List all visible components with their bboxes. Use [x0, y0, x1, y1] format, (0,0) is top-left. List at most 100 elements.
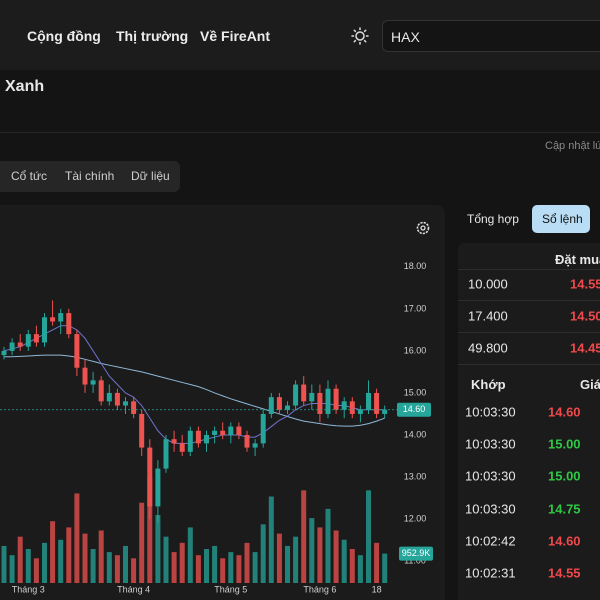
volume-bar: [42, 542, 47, 583]
volume-bar: [252, 552, 258, 583]
candle-body: [82, 367, 88, 385]
candle-body: [131, 401, 137, 414]
candle-body: [228, 426, 234, 435]
panel-tab-label: Tổng hợp: [467, 212, 519, 226]
volume-bar: [25, 549, 31, 583]
candle-body: [333, 388, 339, 410]
candle-body: [276, 397, 282, 410]
y-tick-label: 18.00: [404, 261, 427, 271]
volume-bar: [276, 533, 282, 583]
volume-bar: [382, 553, 388, 583]
tab[interactable]: Cổ tức: [11, 169, 48, 183]
volume-bar: [374, 542, 380, 583]
book-header: Đặt mua: [555, 252, 600, 267]
volume-bar: [301, 490, 307, 583]
candle-body: [268, 397, 274, 414]
volume-bar: [131, 558, 137, 583]
candle-body: [349, 401, 355, 414]
y-tick-label: 14.00: [404, 429, 427, 439]
nav-bar: Cộng đồng Thị trường Về FireAnt HAX: [0, 0, 600, 70]
volume-bar: [228, 552, 234, 583]
candle-body: [123, 401, 128, 406]
candle-body: [357, 409, 363, 414]
search-box[interactable]: HAX: [382, 20, 600, 52]
volume-bar: [171, 552, 177, 583]
volume-bar: [366, 490, 371, 583]
trades-header: Giá: [580, 377, 600, 392]
volume-bar: [309, 518, 315, 583]
candle-body: [301, 384, 307, 402]
trade-price: 15.00: [548, 436, 581, 452]
volume-bar: [50, 521, 56, 583]
trade-price: 14.75: [548, 501, 581, 517]
panel-tab-active[interactable]: Sổ lệnh: [532, 205, 590, 233]
separator: [458, 332, 600, 333]
trade-time: 10:03:30: [465, 501, 516, 517]
book-price: 14.45: [570, 340, 600, 356]
volume-bar: [74, 493, 80, 583]
trade-price: 15.00: [548, 468, 581, 484]
y-tick-label: 17.00: [404, 303, 427, 313]
volume-bar: [9, 555, 15, 583]
volume-bar: [33, 558, 39, 583]
nav-link[interactable]: Thị trường: [116, 28, 189, 44]
nav-link[interactable]: Về FireAnt: [200, 28, 271, 44]
candle-body: [252, 443, 258, 448]
candle-body: [374, 392, 380, 414]
candle-body: [155, 468, 161, 507]
volume-bar: [268, 496, 274, 583]
price-badge: [397, 402, 431, 417]
tab[interactable]: Dữ liệu: [131, 169, 170, 183]
candle-body: [260, 413, 266, 444]
trades-header: Khớp: [471, 377, 506, 392]
candle-body: [139, 413, 145, 448]
tab[interactable]: Tài chính: [65, 169, 115, 183]
candle-body: [204, 434, 209, 444]
volume-bar: [82, 533, 88, 583]
settings-icon[interactable]: [416, 221, 430, 235]
volume-bar: [66, 527, 72, 583]
volume-bar: [1, 545, 7, 583]
candle-body: [382, 409, 388, 414]
book-price: 14.50: [570, 308, 600, 324]
candle-body: [25, 334, 31, 347]
x-tick-label: 18: [372, 584, 382, 594]
volume-bar: [58, 539, 64, 583]
volume-bar: [106, 552, 112, 583]
volume-bar: [285, 545, 290, 583]
candle-body: [317, 392, 323, 414]
candle-body: [9, 342, 15, 351]
candle-body: [106, 392, 112, 402]
y-tick-label: 16.00: [404, 345, 427, 355]
theme-toggle[interactable]: [351, 27, 369, 45]
price-badge-label: 14.60: [403, 404, 426, 414]
candle-body: [236, 426, 242, 435]
volume-bar: [333, 530, 339, 583]
y-tick-label: 13.00: [404, 471, 427, 481]
candle-body: [220, 430, 226, 435]
candle-body: [285, 405, 290, 410]
volume-bar: [187, 527, 193, 583]
volume-bar: [325, 508, 331, 583]
volume-bar: [147, 478, 153, 583]
volume-bar: [90, 549, 96, 583]
candle-body: [33, 334, 39, 343]
volume-bar: [163, 536, 169, 583]
book-quantity: 10.000: [468, 276, 508, 292]
candle-body: [42, 317, 47, 343]
trade-price: 14.60: [548, 533, 581, 549]
x-tick-label: Tháng 4: [117, 584, 150, 594]
separator: [458, 364, 600, 365]
panel-tab-label: Sổ lệnh: [542, 212, 583, 226]
panel-tab[interactable]: Tổng hợp: [458, 205, 528, 233]
volume-bar: [220, 558, 226, 583]
candle-body: [50, 317, 56, 322]
candle-body: [147, 447, 153, 507]
trade-time: 10:03:30: [465, 468, 516, 484]
tab-bar: Cổ tức Tài chính Dữ liệu: [0, 161, 180, 192]
search-text: HAX: [391, 29, 420, 45]
nav-link[interactable]: Cộng đồng: [27, 28, 101, 44]
candle-body: [195, 430, 201, 444]
x-tick-label: Tháng 3: [12, 584, 45, 594]
